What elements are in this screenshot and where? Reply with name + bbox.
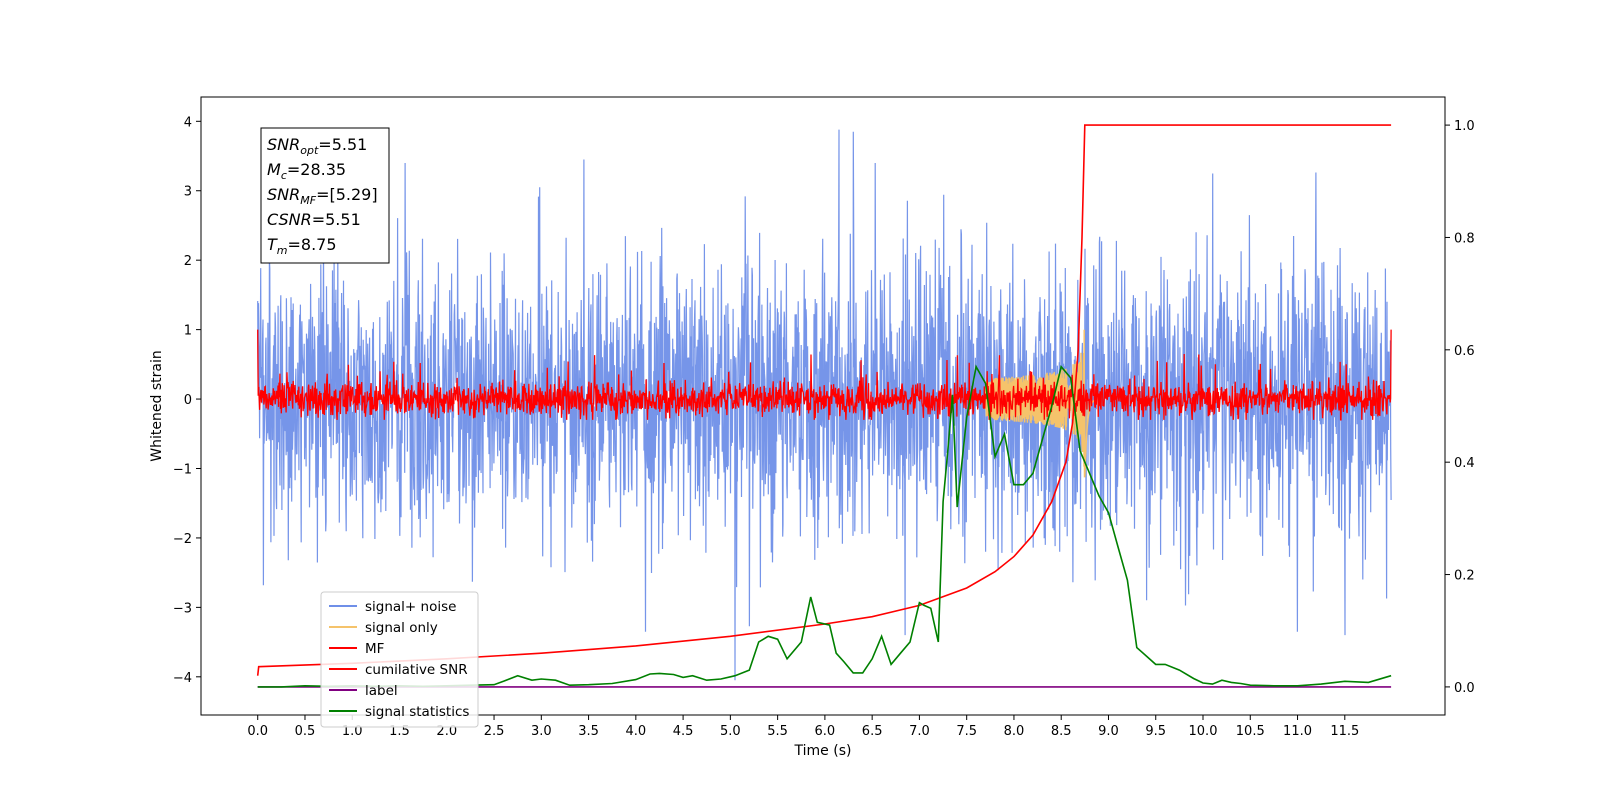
x-tick-label: 10.5 — [1236, 724, 1265, 739]
x-tick-label: 2.5 — [484, 724, 505, 739]
x-tick-label: 3.5 — [578, 724, 599, 739]
y-axis-ticks: −4 −3 −2 −1 0 1 2 3 4 — [173, 115, 201, 686]
y-tick-label: 3 — [184, 185, 192, 200]
x-tick-label: 0.0 — [247, 724, 268, 739]
annotation-line: Mc=28.35 — [267, 160, 346, 182]
annotation-line: Tm=8.75 — [267, 235, 337, 257]
x-tick-label: 1.0 — [342, 724, 363, 739]
y-tick-label: 2 — [184, 254, 192, 269]
annotation-box: SNRopt=5.51 Mc=28.35 SNRMF=[5.29] CSNR=5.51… — [260, 127, 390, 264]
y-tick-label: −3 — [173, 601, 192, 616]
x-tick-label: 6.5 — [862, 724, 883, 739]
x-tick-label: 5.0 — [720, 724, 741, 739]
x-tick-label: 2.0 — [436, 724, 457, 739]
x-tick-label: 9.0 — [1098, 724, 1119, 739]
annotation-line: SNRMF=[5.29] — [267, 185, 378, 207]
x-axis-label: Time (s) — [794, 743, 852, 759]
legend-label: signal+ noise — [365, 599, 456, 615]
y2-tick-label: 1.0 — [1454, 119, 1475, 134]
legend-label: signal statistics — [365, 704, 469, 720]
y2-tick-label: 0.2 — [1454, 569, 1475, 584]
y2-tick-label: 0.4 — [1454, 456, 1475, 471]
y2-tick-label: 0.6 — [1454, 344, 1475, 359]
legend-frame — [320, 591, 479, 728]
series-signal-statistics — [257, 364, 1392, 688]
axes-frame — [200, 96, 1446, 716]
plot-area — [256, 124, 1392, 688]
series-mf — [257, 329, 1392, 421]
y-tick-label: −1 — [173, 462, 192, 477]
signal-statistics-line — [257, 364, 1392, 688]
x-tick-label: 4.0 — [625, 724, 646, 739]
x-axis-ticks: 0.0 0.5 1.0 1.5 2.0 2.5 3.0 3.5 4.0 4.5 5.0 5.5 6.0 6… — [247, 715, 1359, 739]
x-tick-label: 7.0 — [909, 724, 930, 739]
legend: signal+ noise signal only MF cumilative SNR… — [320, 591, 479, 728]
x-tick-label: 10.0 — [1189, 724, 1218, 739]
y-tick-label: 1 — [184, 324, 192, 339]
y-axis-label: Whitened strain — [149, 350, 165, 461]
series-cumulative-snr — [256, 124, 1392, 676]
mf-line — [257, 329, 1392, 421]
x-tick-label: 1.5 — [389, 724, 410, 739]
y-tick-label: −2 — [173, 532, 192, 547]
legend-label: cumilative SNR — [365, 662, 468, 678]
y2-tick-label: 0.8 — [1454, 231, 1475, 246]
x-tick-label: 5.5 — [767, 724, 788, 739]
x-tick-label: 7.5 — [956, 724, 977, 739]
x-tick-label: 6.0 — [815, 724, 836, 739]
legend-label: MF — [365, 641, 384, 657]
legend-label: signal only — [365, 620, 438, 636]
y-tick-label: 4 — [184, 115, 192, 130]
cumulative-snr-line — [256, 124, 1392, 676]
x-tick-label: 8.5 — [1051, 724, 1072, 739]
x-tick-label: 9.5 — [1145, 724, 1166, 739]
x-tick-label: 0.5 — [295, 724, 316, 739]
annotation-line: SNRopt=5.51 — [267, 135, 367, 157]
x-tick-label: 8.0 — [1004, 724, 1025, 739]
annotation-line: CSNR=5.51 — [267, 210, 361, 229]
y-tick-label: 0 — [184, 393, 192, 408]
legend-label: label — [365, 683, 398, 699]
x-tick-label: 11.0 — [1283, 724, 1312, 739]
x-tick-label: 11.5 — [1330, 724, 1359, 739]
y2-tick-label: 0.0 — [1454, 681, 1475, 696]
annotation-frame — [260, 127, 390, 264]
y2-axis-ticks: 0.0 0.2 0.4 0.6 0.8 1.0 — [1445, 119, 1475, 696]
x-tick-label: 3.0 — [531, 724, 552, 739]
x-tick-label: 4.5 — [673, 724, 694, 739]
y-tick-label: −4 — [173, 671, 192, 686]
